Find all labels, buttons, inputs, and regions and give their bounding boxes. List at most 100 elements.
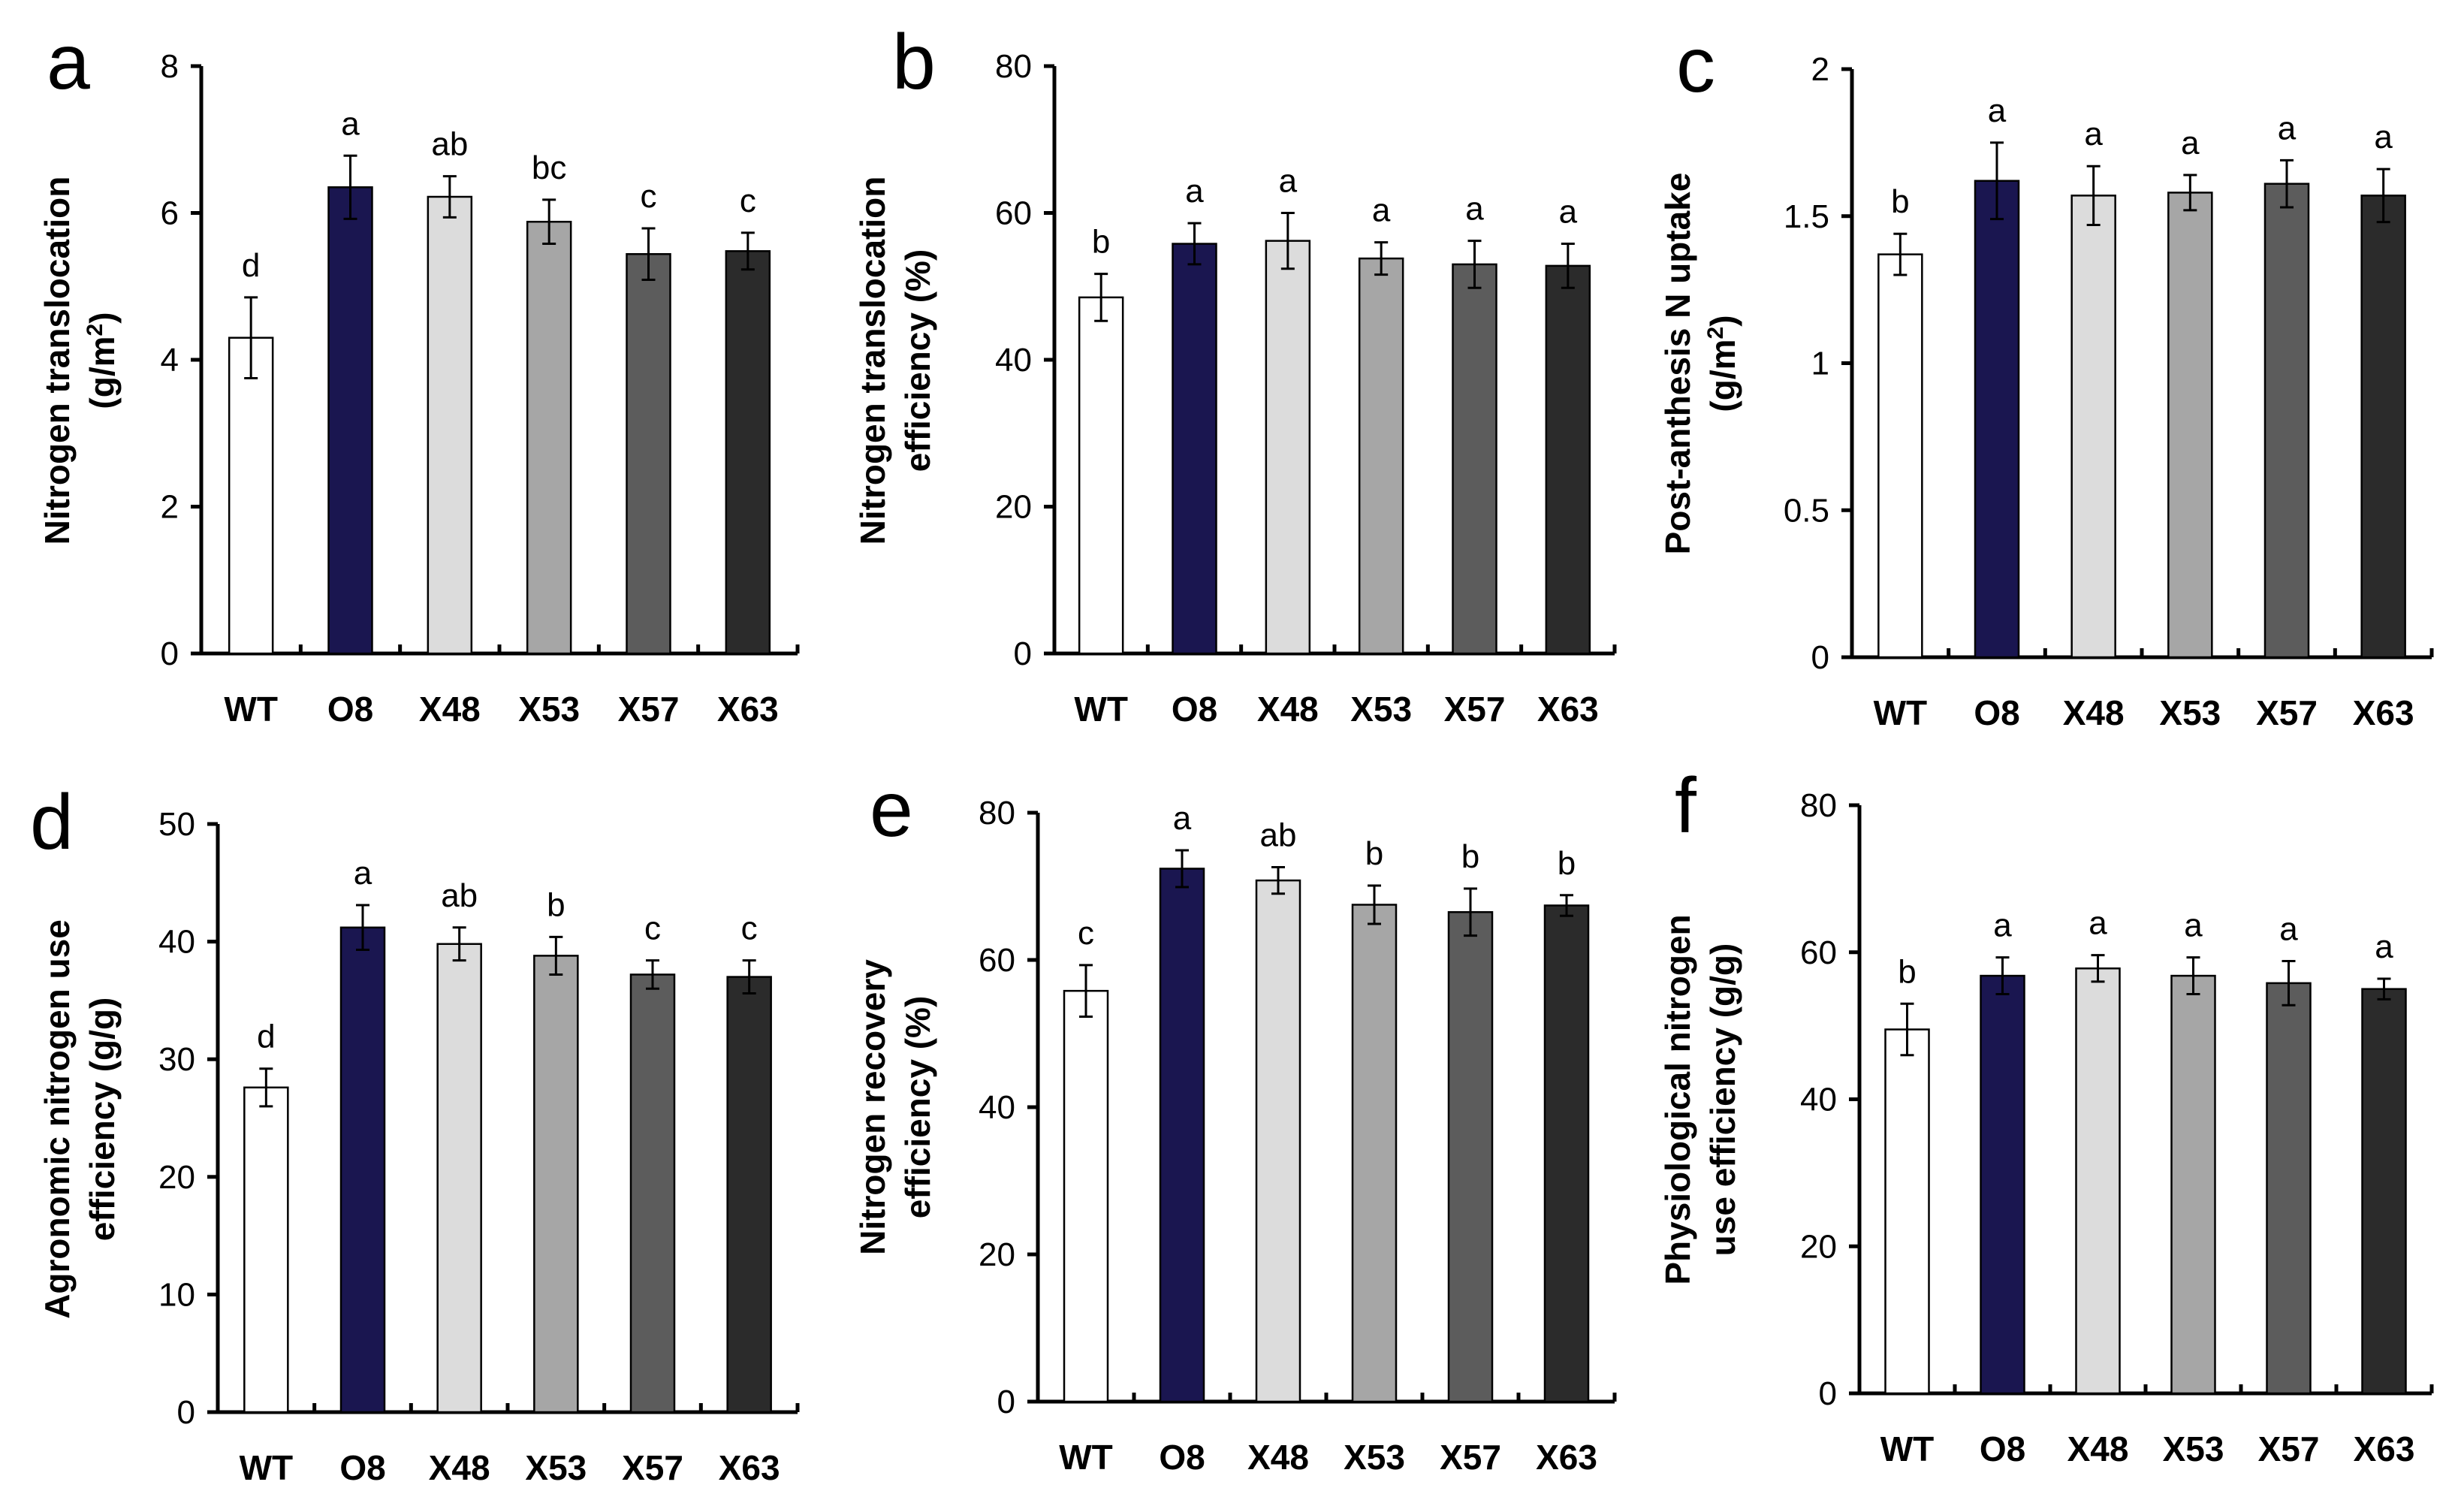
x-tick-label: X63: [2353, 693, 2414, 732]
significance-letter: c: [740, 183, 756, 219]
bar-X53: [1351, 904, 1398, 1403]
x-tick-label: X63: [719, 1448, 780, 1487]
significance-letter: a: [2279, 910, 2298, 947]
bar-WT: [1078, 296, 1124, 655]
y-tick-label: 0: [1811, 639, 1829, 676]
significance-letter: b: [1092, 224, 1110, 261]
significance-letter: d: [242, 247, 260, 284]
significance-letter: b: [1558, 845, 1576, 882]
y-axis-label-line2: (g/m: [83, 336, 122, 409]
significance-letter: a: [2181, 125, 2200, 161]
x-tick-label: X53: [2159, 693, 2221, 732]
bar-X57: [1452, 263, 1497, 655]
significance-letter: a: [1185, 173, 1204, 210]
x-tick-label: WT: [1874, 693, 1928, 732]
y-axis-label-line1: Post-anthesis N uptake: [1658, 173, 1697, 555]
x-tick-label: X63: [717, 690, 779, 729]
y-axis-label: Nitrogen recovery efficiency (%): [853, 959, 937, 1255]
significance-letter: a: [1993, 907, 2012, 944]
bar-X48: [427, 195, 473, 655]
x-tick-label: X53: [1344, 1438, 1405, 1477]
bar-X53: [533, 955, 579, 1414]
y-tick-label: 50: [158, 806, 195, 843]
bar-WT: [243, 1086, 289, 1414]
bar-O8: [1980, 974, 2025, 1395]
y-tick-label: 1: [1811, 346, 1829, 382]
significance-letter: ab: [431, 126, 468, 163]
x-tick-label: WT: [224, 690, 278, 729]
y-axis-label: Nitrogen translocation (g/m2): [38, 177, 122, 545]
significance-letter: a: [1465, 191, 1484, 228]
significance-letter: c: [1078, 915, 1094, 952]
x-tick-label: O8: [1974, 693, 2019, 732]
significance-letter: a: [1559, 194, 1578, 231]
x-tick-label: X53: [2163, 1429, 2224, 1468]
significance-letter: a: [2375, 928, 2393, 965]
significance-letter: a: [1279, 163, 1298, 200]
significance-letter: b: [547, 886, 565, 923]
x-tick-label: O8: [1159, 1438, 1205, 1477]
significance-letter: a: [2374, 119, 2393, 155]
bar-WT: [1884, 1028, 1930, 1395]
y-tick-label: 0: [161, 635, 179, 672]
x-tick-label: X53: [525, 1448, 587, 1487]
y-axis-label: Post-anthesis N uptake (g/m2): [1658, 173, 1742, 555]
x-tick-label: X48: [429, 1448, 490, 1487]
chart-panel-f: f Physiological nitrogen use efficiency (g…: [1658, 762, 2434, 1468]
y-tick-label: 40: [1800, 1082, 1837, 1118]
significance-letter: b: [1461, 838, 1479, 875]
x-tick-label: X63: [1536, 1438, 1597, 1477]
y-tick-label: 20: [1800, 1228, 1837, 1265]
significance-letter: d: [257, 1019, 275, 1055]
chart-panel-e: e Nitrogen recovery efficiency (%) 0 20 40 60 8…: [853, 766, 1617, 1477]
x-tick-label: O8: [327, 690, 373, 729]
y-tick-label: 20: [979, 1236, 1015, 1273]
bar-X57: [629, 973, 676, 1414]
y-axis-label: Agronomic nitrogen use efficiency (g/g): [38, 919, 122, 1319]
bar-X57: [1447, 911, 1494, 1403]
x-tick-label: WT: [1059, 1438, 1113, 1477]
bar-X48: [1255, 879, 1301, 1403]
y-axis-label-line1: Nitrogen recovery: [853, 959, 892, 1255]
y-tick-label: 60: [979, 942, 1015, 979]
x-tick-label: X53: [1350, 690, 1412, 729]
bar-X57: [2263, 183, 2310, 659]
bar-X53: [1358, 257, 1404, 655]
y-tick-label: 0.5: [1784, 492, 1829, 529]
panel-letter: d: [30, 779, 74, 866]
bar-X48: [2070, 195, 2116, 659]
bar-X48: [1265, 240, 1311, 655]
x-tick-label: X57: [618, 690, 680, 729]
significance-letter: a: [2184, 907, 2203, 944]
y-axis-label-line2: use efficiency (g/g): [1703, 943, 1742, 1257]
y-axis-label: Nitrogen translocation efficiency (%): [853, 177, 937, 545]
bar-X53: [2170, 974, 2216, 1395]
y-axis-label-line1: Physiological nitrogen: [1658, 914, 1697, 1284]
significance-letter: b: [1891, 183, 1909, 220]
y-tick-label: 40: [995, 342, 1032, 379]
x-tick-label: X53: [518, 690, 580, 729]
x-tick-label: X57: [1440, 1438, 1501, 1477]
significance-letter: ab: [1260, 817, 1297, 854]
y-axis-label-line1: Nitrogen translocation: [38, 177, 77, 545]
bar-X48: [436, 943, 482, 1414]
bar-X63: [2361, 988, 2407, 1395]
bar-O8: [1974, 180, 2020, 659]
bar-WT: [228, 337, 274, 655]
bar-X48: [2075, 967, 2121, 1395]
significance-letter: a: [2089, 905, 2107, 942]
x-tick-label: WT: [1880, 1429, 1935, 1468]
x-tick-label: WT: [240, 1448, 294, 1487]
y-axis-label-line2: efficiency (%): [898, 249, 937, 472]
bar-O8: [1172, 243, 1217, 655]
x-tick-label: X48: [1247, 1438, 1309, 1477]
x-tick-label: X57: [2256, 693, 2318, 732]
y-tick-label: 60: [1800, 934, 1837, 971]
significance-letter: c: [644, 910, 661, 947]
y-axis-label-tail: ): [83, 312, 122, 323]
x-tick-label: X57: [622, 1448, 683, 1487]
panel-letter: e: [870, 766, 913, 853]
y-tick-label: 6: [161, 195, 179, 232]
